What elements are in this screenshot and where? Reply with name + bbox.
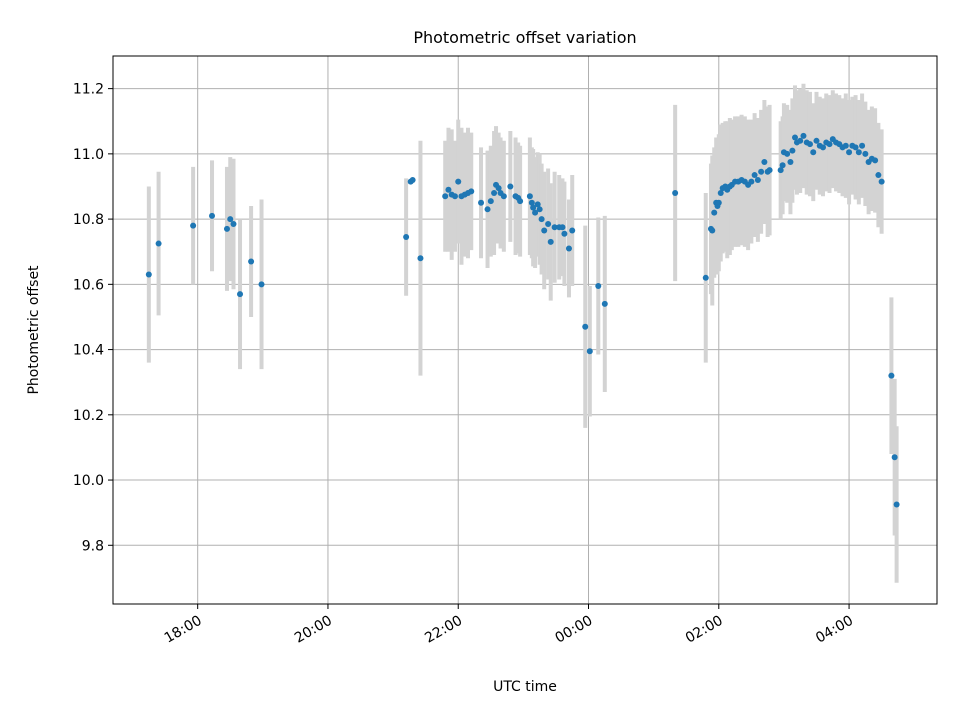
data-point	[888, 372, 895, 379]
data-point	[487, 198, 494, 205]
data-point	[806, 141, 813, 148]
data-point	[534, 201, 541, 208]
data-point	[528, 199, 535, 206]
data-point	[820, 144, 827, 151]
data-point	[455, 178, 462, 185]
y-tick-label: 10.2	[73, 408, 104, 424]
data-point	[536, 206, 543, 213]
data-point	[209, 212, 216, 219]
data-point	[445, 186, 452, 193]
data-point	[846, 149, 853, 156]
data-point	[826, 141, 833, 148]
data-point	[715, 199, 722, 206]
data-point	[258, 281, 265, 288]
data-point	[409, 176, 416, 183]
data-point	[530, 204, 537, 211]
data-point	[711, 209, 718, 216]
data-point	[532, 209, 539, 216]
y-tick-label: 11.0	[73, 147, 104, 163]
data-point	[800, 132, 807, 139]
data-point	[842, 142, 849, 149]
y-tick-label: 10.8	[73, 212, 104, 228]
data-point	[500, 193, 507, 200]
data-point	[791, 134, 798, 141]
data-point	[507, 183, 514, 190]
y-tick-label: 9.8	[82, 538, 104, 554]
data-point	[541, 227, 548, 234]
data-point	[248, 258, 255, 265]
data-point	[875, 172, 882, 179]
data-point	[526, 193, 533, 200]
data-point	[878, 178, 885, 185]
y-tick-label: 10.6	[73, 277, 104, 293]
x-axis-label: UTC time	[493, 679, 557, 695]
data-point	[491, 190, 498, 196]
data-point	[545, 220, 552, 227]
data-point	[227, 216, 234, 223]
data-point	[230, 220, 237, 227]
data-point	[468, 188, 475, 195]
data-point	[582, 323, 589, 330]
data-point	[561, 230, 568, 237]
y-tick-label: 10.0	[73, 473, 104, 489]
data-point	[787, 159, 794, 166]
data-point	[758, 168, 765, 175]
data-point	[478, 199, 485, 206]
data-point	[559, 224, 566, 231]
data-point	[852, 144, 859, 151]
data-point	[862, 150, 869, 157]
data-point	[810, 149, 817, 156]
data-point	[551, 224, 558, 231]
data-point	[403, 234, 410, 241]
data-point	[237, 291, 244, 298]
data-point	[586, 348, 593, 355]
data-point	[748, 178, 755, 185]
data-points	[145, 132, 900, 508]
data-point	[190, 222, 197, 229]
data-point	[565, 245, 572, 252]
data-point	[761, 159, 768, 166]
data-point	[717, 190, 724, 196]
data-point	[891, 454, 898, 461]
data-point	[766, 167, 773, 174]
data-point	[547, 238, 554, 245]
data-point	[751, 172, 758, 179]
data-point	[813, 137, 820, 144]
y-axis-ticks: 9.8 10.0 10.2 10.4 10.6 10.8 11.0 11.2	[73, 82, 113, 554]
chart-title: Photometric offset variation	[413, 28, 636, 47]
data-point	[797, 137, 804, 144]
data-point	[495, 185, 502, 192]
data-point	[145, 271, 152, 278]
y-tick-label: 11.2	[73, 82, 104, 98]
y-axis-label: Photometric offset	[26, 265, 42, 395]
data-point	[872, 157, 879, 164]
data-point	[859, 142, 866, 149]
data-point	[672, 190, 679, 196]
data-point	[569, 227, 576, 234]
y-tick-label: 10.4	[73, 343, 104, 359]
data-point	[779, 162, 786, 169]
data-point	[595, 282, 602, 289]
data-point	[754, 176, 761, 183]
data-point	[789, 147, 796, 154]
data-point	[855, 149, 862, 156]
data-point	[709, 227, 716, 234]
plot-area-frame	[112, 55, 938, 605]
data-point	[601, 300, 608, 307]
data-point	[777, 167, 784, 174]
data-point	[702, 274, 709, 281]
data-point	[451, 193, 458, 200]
data-point	[784, 150, 791, 157]
data-point	[517, 198, 524, 205]
data-point	[893, 501, 900, 508]
data-point	[223, 225, 230, 232]
data-point	[484, 206, 491, 213]
data-point	[442, 193, 449, 200]
data-point	[417, 255, 424, 262]
data-point	[155, 240, 162, 247]
data-point	[538, 216, 545, 223]
